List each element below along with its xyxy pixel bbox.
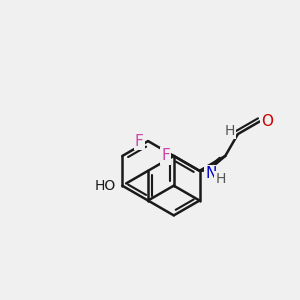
Text: F: F <box>135 134 143 148</box>
Text: H: H <box>215 172 226 186</box>
Text: H: H <box>224 124 235 138</box>
Text: F: F <box>161 148 170 164</box>
Text: HO: HO <box>94 179 116 194</box>
Text: N: N <box>205 166 217 181</box>
Text: O: O <box>261 114 273 129</box>
